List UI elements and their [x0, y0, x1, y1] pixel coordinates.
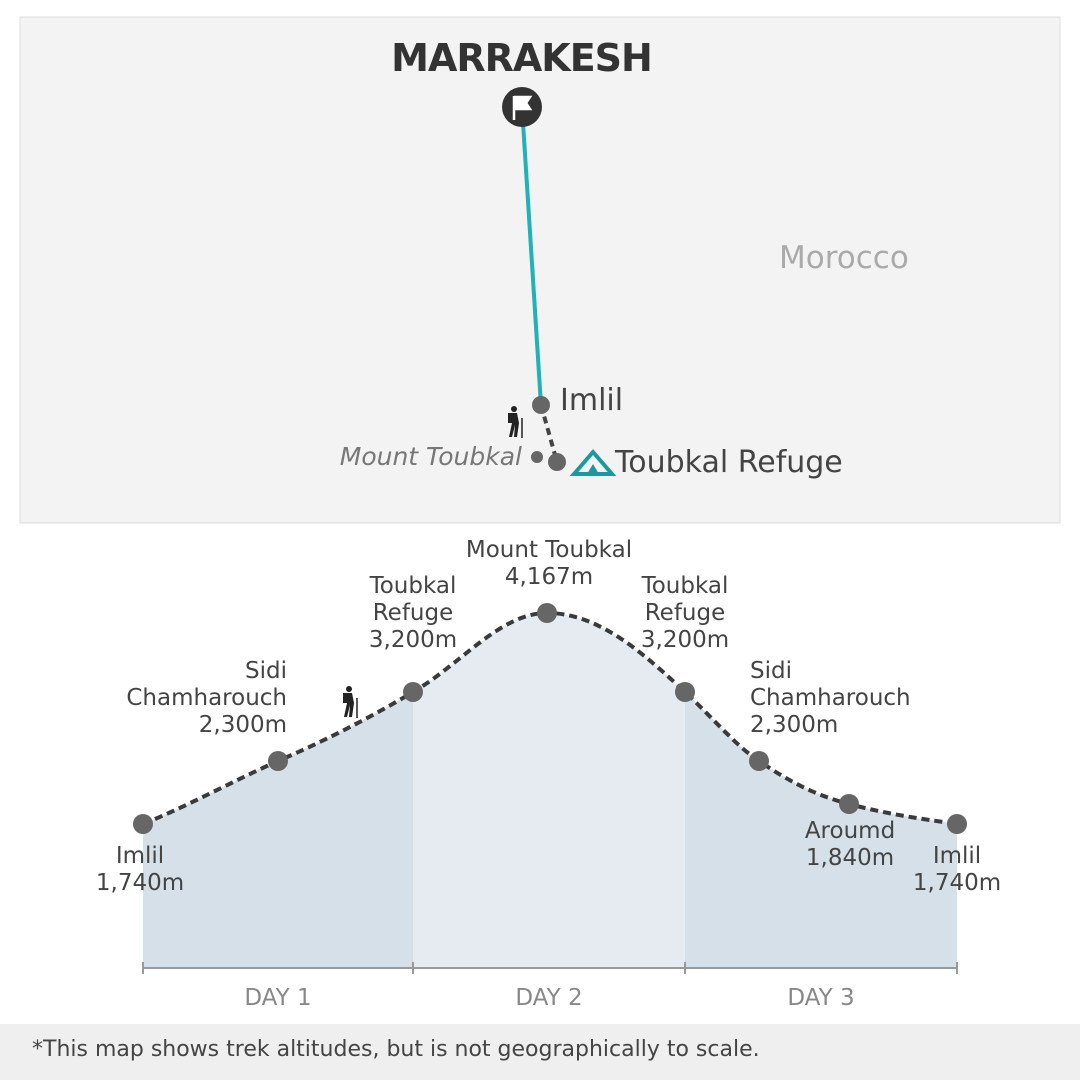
tent-door	[587, 464, 599, 474]
waypoint-name: Imlil	[932, 843, 982, 869]
day-label: DAY 2	[515, 985, 583, 1011]
hiker-icon	[508, 406, 523, 438]
waypoint-name: Sidi Chamharouch	[750, 658, 911, 711]
waypoint-name: Aroumd	[804, 818, 896, 844]
waypoint	[675, 682, 695, 702]
waypoint-altitude: 1,740m	[912, 870, 1002, 896]
place-label: Toubkal Refuge	[615, 445, 843, 480]
waypoint-name: Sidi Chamharouch	[126, 658, 287, 711]
day-label: DAY 3	[787, 985, 855, 1011]
waypoint	[537, 603, 557, 623]
waypoint-altitude: 1,740m	[95, 870, 185, 896]
waypoint-name: Toubkal Refuge	[641, 573, 729, 626]
day-axis	[142, 962, 958, 974]
refuge-marker	[548, 453, 566, 471]
waypoint-altitude: 1,840m	[805, 845, 895, 871]
waypoint	[403, 682, 423, 702]
waypoint-altitude: 2,300m	[198, 712, 287, 738]
waypoint-altitude: 4,167m	[504, 564, 594, 590]
waypoint-name: Toubkal Refuge	[369, 573, 457, 626]
waypoint-label: Toubkal Refuge 3,200m	[625, 573, 745, 654]
footnote: *This map shows trek altitudes, but is n…	[32, 1037, 760, 1062]
flag-icon	[512, 95, 533, 120]
waypoint	[947, 814, 967, 834]
waypoint	[749, 751, 769, 771]
waypoint	[839, 794, 859, 814]
waypoint-label: Toubkal Refuge 3,200m	[353, 573, 473, 654]
waypoint-label: Imlil 1,740m	[80, 843, 200, 897]
place-label: Mount Toubkal	[339, 442, 522, 471]
waypoint-label: Sidi Chamharouch 2,300m	[750, 658, 930, 739]
footer-band	[0, 1024, 1080, 1080]
country-label: Morocco	[779, 240, 909, 276]
summit-marker	[531, 451, 543, 463]
waypoint-altitude: 3,200m	[640, 627, 730, 653]
waypoint	[133, 814, 153, 834]
waypoint-name: Mount Toubkal	[465, 537, 633, 563]
day1-area	[143, 692, 413, 968]
hiker-icon	[343, 686, 358, 718]
waypoint-label: Aroumd 1,840m	[790, 818, 910, 872]
route-road	[520, 106, 543, 406]
imlil-marker	[532, 396, 550, 414]
place-label: Imlil	[560, 383, 624, 418]
waypoint-altitude: 2,300m	[750, 712, 839, 738]
day-label: DAY 1	[244, 985, 312, 1011]
city-label: MARRAKESH	[391, 36, 653, 80]
waypoint	[268, 751, 288, 771]
route-trek	[539, 404, 559, 463]
waypoint-label: Sidi Chamharouch 2,300m	[107, 658, 287, 739]
waypoint-name: Imlil	[115, 843, 165, 869]
waypoint-altitude: 3,200m	[368, 627, 458, 653]
waypoint-label: Mount Toubkal 4,167m	[449, 537, 649, 591]
waypoint-label: Imlil 1,740m	[897, 843, 1017, 897]
